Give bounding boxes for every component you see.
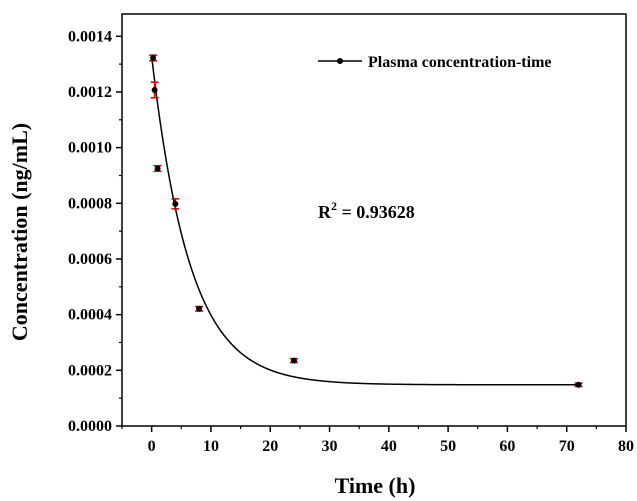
x-tick-label: 10 xyxy=(203,438,219,455)
data-point xyxy=(575,381,582,388)
data-point xyxy=(151,86,158,93)
fit-curve-layer xyxy=(150,56,579,386)
fit-curve xyxy=(150,56,579,386)
x-tick-label: 20 xyxy=(262,438,278,455)
data-point xyxy=(172,200,179,207)
x-tick-label: 60 xyxy=(499,438,515,455)
y-tick-label: 0.0014 xyxy=(68,28,112,45)
data-point xyxy=(290,357,297,364)
x-tick-label: 80 xyxy=(618,438,634,455)
data-points-layer xyxy=(149,54,583,388)
legend: Plasma concentration-time xyxy=(318,54,552,71)
legend-label: Plasma concentration-time xyxy=(368,54,552,71)
y-tick-label: 0.0006 xyxy=(68,251,112,268)
axes-layer xyxy=(121,13,627,427)
r-squared-annotation: R2 = 0.93628 xyxy=(318,199,415,222)
x-tick-label: 40 xyxy=(381,438,397,455)
x-tick-label: 50 xyxy=(440,438,456,455)
data-point xyxy=(154,165,161,172)
legend-marker xyxy=(337,58,343,64)
x-tick-label: 0 xyxy=(148,438,156,455)
r-squared-sup: 2 xyxy=(331,199,337,213)
x-axis-title: Time (h) xyxy=(335,473,416,498)
ticks-layer: 0 10 20 30 40 50 60 70 80 0.0000 0.0002 0.0004 0.000… xyxy=(68,28,634,455)
data-point xyxy=(196,305,203,312)
x-tick-label: 70 xyxy=(559,438,575,455)
plot-frame xyxy=(121,13,627,427)
r-squared-value: = 0.93628 xyxy=(337,202,415,222)
y-tick-label: 0.0004 xyxy=(68,307,112,324)
y-tick-label: 0.0002 xyxy=(68,362,112,379)
y-tick-label: 0.0000 xyxy=(68,418,112,435)
y-tick-label: 0.0008 xyxy=(68,195,112,212)
y-axis-title: Concentration (ng/mL) xyxy=(7,123,32,341)
y-tick-label: 0.0010 xyxy=(68,140,112,157)
data-point xyxy=(150,54,157,61)
y-tick-label: 0.0012 xyxy=(68,84,112,101)
r-squared-prefix: R xyxy=(318,202,332,222)
x-tick-label: 30 xyxy=(322,438,338,455)
